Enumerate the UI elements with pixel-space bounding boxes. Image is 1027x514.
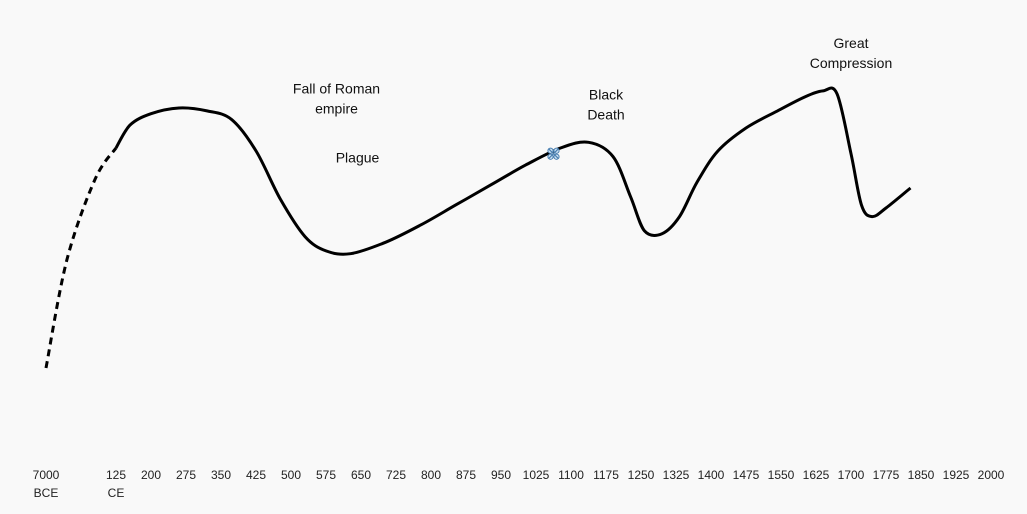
x-tick-label: 1400 xyxy=(698,468,725,482)
annotations: Fall of Roman empire Plague Black Death Great… xyxy=(293,35,892,165)
annotation-line: Fall of Roman xyxy=(293,81,380,97)
x-tick-label: 875 xyxy=(456,468,476,482)
annotation-line: Black xyxy=(589,86,624,102)
annotation-line: Death xyxy=(587,106,624,122)
annotation-line: Great xyxy=(833,35,868,51)
annotation-label: Plague xyxy=(336,149,380,165)
series-lines xyxy=(44,86,912,369)
x-tick-label: 1325 xyxy=(663,468,690,482)
x-tick-label: 1250 xyxy=(628,468,655,482)
x-tick-sublabel: CE xyxy=(108,486,125,500)
x-tick-label: 500 xyxy=(281,468,301,482)
x-tick-label: 1700 xyxy=(838,468,865,482)
x-tick-sublabel: BCE xyxy=(34,486,59,500)
marker-cross xyxy=(548,148,559,160)
x-tick-label: 200 xyxy=(141,468,161,482)
annotation-label: Great Compression xyxy=(810,35,892,71)
annotation-line: empire xyxy=(315,101,358,117)
annotation-label: Fall of Roman empire xyxy=(293,81,380,117)
annotation-line: Compression xyxy=(810,55,892,71)
x-tick-label: 1550 xyxy=(768,468,795,482)
x-tick-label: 1925 xyxy=(943,468,970,482)
x-tick-label: 350 xyxy=(211,468,231,482)
x-tick-label: 725 xyxy=(386,468,406,482)
x-tick-label: 1100 xyxy=(558,468,584,482)
x-tick-label: 1850 xyxy=(908,468,935,482)
x-tick-label: 1625 xyxy=(803,468,830,482)
x-tick-label: 1025 xyxy=(523,468,550,482)
series-line-solid xyxy=(114,86,912,256)
x-tick-label: 2000 xyxy=(978,468,1005,482)
x-tick-label: 1775 xyxy=(873,468,900,482)
x-tick-label: 275 xyxy=(176,468,196,482)
x-tick-label: 425 xyxy=(246,468,266,482)
x-tick-label: 950 xyxy=(491,468,511,482)
selection-marker[interactable] xyxy=(547,147,560,160)
x-tick-label: 7000 xyxy=(33,468,60,482)
series-line-dashed xyxy=(44,147,118,369)
x-axis-ticks: 7000 BCE 125 CE 200 275 350 425 500 575 650 725 800 8… xyxy=(33,468,1005,500)
annotation-label: Black Death xyxy=(587,86,624,122)
x-tick-label: 800 xyxy=(421,468,441,482)
x-tick-label: 1175 xyxy=(593,468,619,482)
x-tick-label: 575 xyxy=(316,468,336,482)
x-tick-label: 125 xyxy=(106,468,126,482)
x-tick-label: 650 xyxy=(351,468,371,482)
annotation-line: Plague xyxy=(336,149,380,165)
x-tick-label: 1475 xyxy=(733,468,760,482)
